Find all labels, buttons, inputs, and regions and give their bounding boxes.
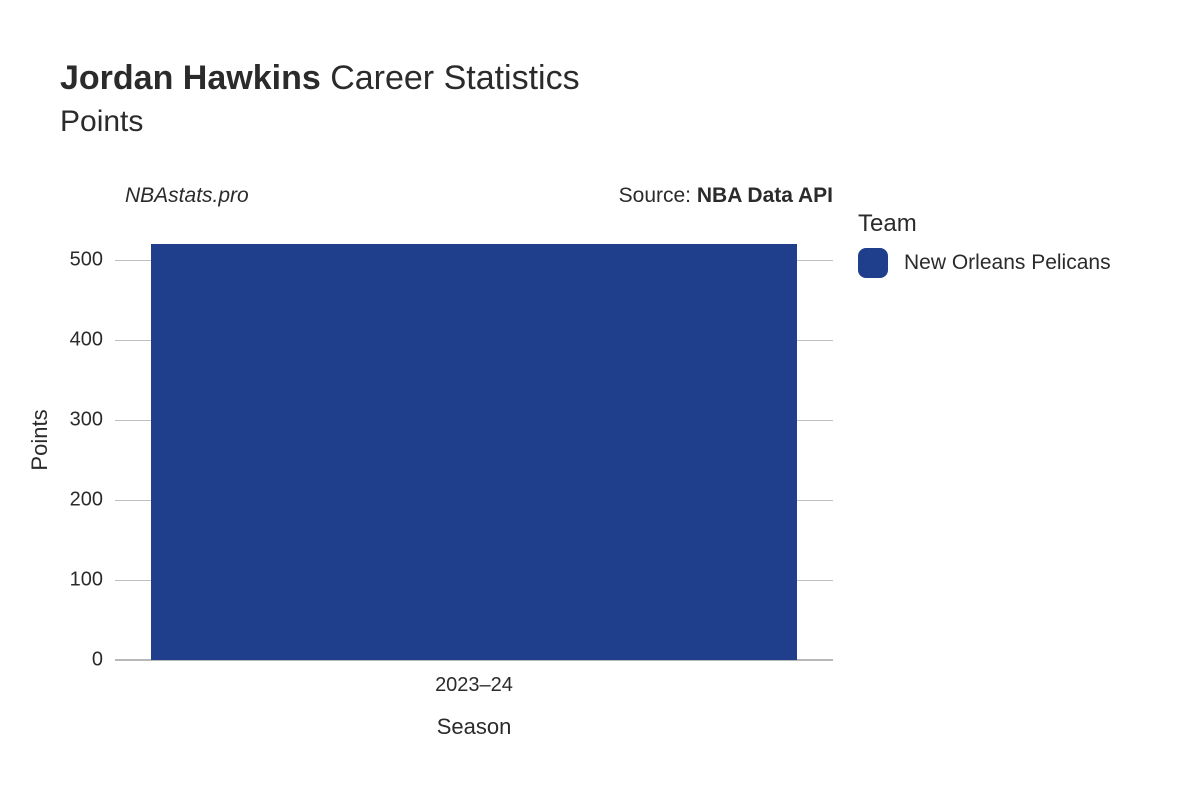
x-axis-title: Season bbox=[437, 714, 512, 740]
chart-subtitle: Points bbox=[60, 105, 580, 139]
player-name: Jordan Hawkins bbox=[60, 59, 321, 97]
legend-item: New Orleans Pelicans bbox=[858, 248, 1111, 278]
attribution-source: Source: NBA Data API bbox=[619, 184, 833, 208]
y-tick-label: 300 bbox=[70, 409, 115, 432]
legend: Team New Orleans Pelicans bbox=[858, 210, 1111, 278]
title-suffix: Career Statistics bbox=[321, 59, 580, 97]
x-tick-label: 2023–24 bbox=[435, 660, 513, 697]
legend-label: New Orleans Pelicans bbox=[904, 251, 1111, 275]
chart-plot-area: 01002003004005002023–24 bbox=[115, 220, 833, 660]
y-tick-label: 200 bbox=[70, 489, 115, 512]
legend-swatch bbox=[858, 248, 888, 278]
bar bbox=[151, 244, 797, 660]
y-tick-label: 400 bbox=[70, 329, 115, 352]
attribution-site: NBAstats.pro bbox=[125, 184, 249, 208]
source-label: Source: bbox=[619, 184, 697, 207]
y-tick-label: 100 bbox=[70, 569, 115, 592]
chart-title-block: Jordan Hawkins Career Statistics Points bbox=[60, 58, 580, 139]
y-tick-label: 0 bbox=[92, 649, 115, 672]
source-name: NBA Data API bbox=[697, 184, 833, 207]
chart-title: Jordan Hawkins Career Statistics bbox=[60, 58, 580, 99]
y-axis-title: Points bbox=[27, 409, 53, 470]
y-tick-label: 500 bbox=[70, 249, 115, 272]
legend-title: Team bbox=[858, 210, 1111, 238]
